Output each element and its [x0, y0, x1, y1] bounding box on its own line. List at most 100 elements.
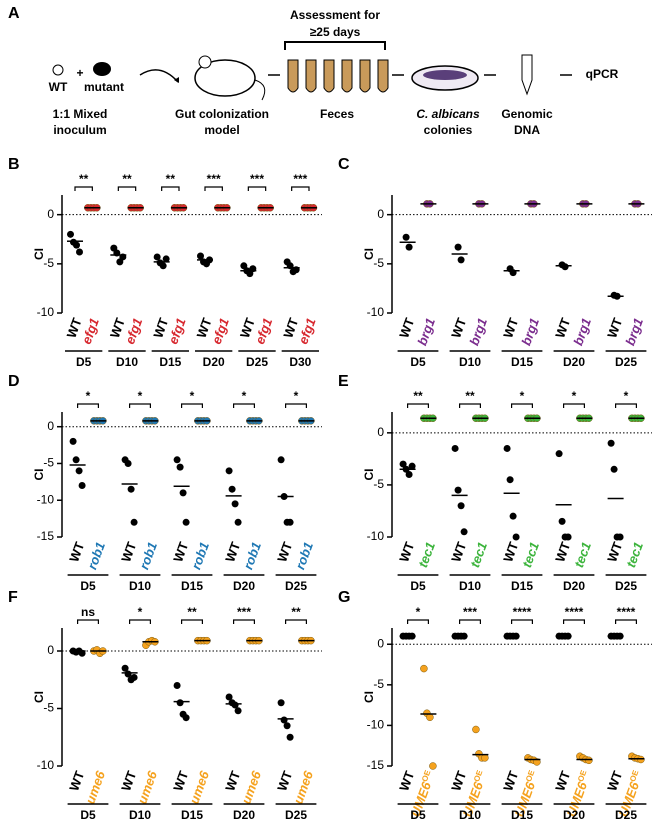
significance-bracket [233, 403, 255, 408]
significance-bracket [233, 619, 255, 624]
significance-label: **** [565, 605, 584, 619]
data-point [503, 444, 511, 452]
data-point [231, 500, 239, 508]
strain-label: WT [281, 316, 302, 340]
mouse-ear [198, 55, 212, 69]
strain-label: WT [275, 540, 296, 564]
data-point [460, 528, 468, 536]
strain-label: WT [449, 316, 470, 340]
data-point [607, 439, 615, 447]
data-point [399, 460, 407, 468]
strain-label: tec1 [571, 540, 594, 570]
day-label: D15 [181, 808, 203, 822]
dna-label: DNA [514, 123, 540, 137]
panel-letter: D [8, 373, 20, 390]
strain-name: WT [553, 769, 574, 793]
mutant-cell [93, 62, 111, 76]
strain-label: WT [223, 540, 244, 564]
arrow [139, 69, 179, 83]
data-point [173, 682, 181, 689]
data-point [286, 733, 294, 741]
data-point [426, 713, 434, 722]
data-point [75, 467, 83, 475]
tube [305, 59, 317, 93]
day-label: D5 [410, 808, 426, 822]
y-tick-label: -5 [373, 477, 384, 491]
data-point [408, 462, 416, 470]
day-label: D10 [129, 808, 151, 822]
data-point [509, 512, 517, 520]
day-label: D20 [203, 355, 225, 369]
strain-name: WT [275, 540, 296, 564]
significance-label: ** [413, 389, 423, 403]
strain-name: rob1 [137, 540, 161, 572]
strain-label: WT [449, 769, 470, 793]
strain-label: tec1 [415, 540, 438, 570]
significance-bracket [247, 186, 267, 191]
strain-name: WT [501, 316, 522, 340]
significance-bracket [291, 186, 310, 191]
strain-label: WT [151, 316, 172, 340]
strain-name: WT [553, 540, 574, 564]
y-axis-label: CI [362, 469, 376, 481]
strain-label: WT [64, 316, 85, 340]
y-tick-label: -10 [367, 718, 385, 732]
strain-label: WT [237, 316, 258, 340]
data-point [182, 714, 190, 722]
dna-tube [521, 54, 533, 96]
data-point [610, 465, 618, 473]
day-label: D10 [129, 579, 151, 593]
strain-label: WT [397, 540, 418, 564]
strain-name: WT [605, 769, 626, 793]
strain-name: WT [501, 540, 522, 564]
arrow [174, 77, 179, 83]
strain-name: WT [397, 540, 418, 564]
wt-label: WT [49, 80, 68, 94]
strain-name: WT [151, 316, 172, 340]
data-point [451, 444, 459, 452]
significance-bracket [117, 186, 137, 191]
strain-name: WT [281, 316, 302, 340]
y-tick-label: -10 [367, 529, 385, 543]
significance-label: **** [513, 605, 532, 619]
data-point [234, 707, 242, 715]
y-tick-label: -5 [43, 456, 54, 470]
tube [359, 59, 371, 93]
data-point [616, 533, 624, 541]
significance-label: **** [617, 605, 636, 619]
strain-name: WT [237, 316, 258, 340]
panel-letter: B [8, 156, 20, 173]
data-point [283, 722, 291, 730]
data-point [585, 756, 593, 765]
day-label: D5 [76, 355, 92, 369]
data-point [153, 253, 161, 261]
data-point [564, 533, 572, 541]
strain-label: rob1 [137, 540, 161, 572]
data-point [225, 467, 233, 475]
data-point [286, 518, 294, 526]
data-point [637, 755, 645, 764]
tube [287, 59, 299, 93]
y-axis-label: CI [32, 691, 46, 703]
y-tick-label: -5 [43, 701, 54, 715]
y-tick-label: -5 [43, 256, 54, 270]
bracket [284, 41, 386, 50]
y-axis-label: CI [32, 469, 46, 481]
strain-name: tec1 [623, 540, 646, 570]
data-point [130, 673, 138, 681]
data-point [457, 502, 465, 510]
strain-label: rob1 [293, 540, 317, 572]
strain-label: WT [605, 769, 626, 793]
day-label: D25 [246, 355, 268, 369]
day-label: D5 [80, 579, 96, 593]
strain-label: brg1 [467, 316, 491, 348]
data-point [457, 256, 465, 264]
strain-label: brg1 [571, 316, 595, 348]
significance-label: * [624, 389, 629, 403]
strain-name: WT [397, 769, 418, 793]
day-label: D5 [80, 808, 96, 822]
significance-label: * [190, 389, 195, 403]
y-tick-label: -5 [373, 256, 384, 270]
data-point [173, 456, 181, 464]
tube [341, 59, 353, 93]
